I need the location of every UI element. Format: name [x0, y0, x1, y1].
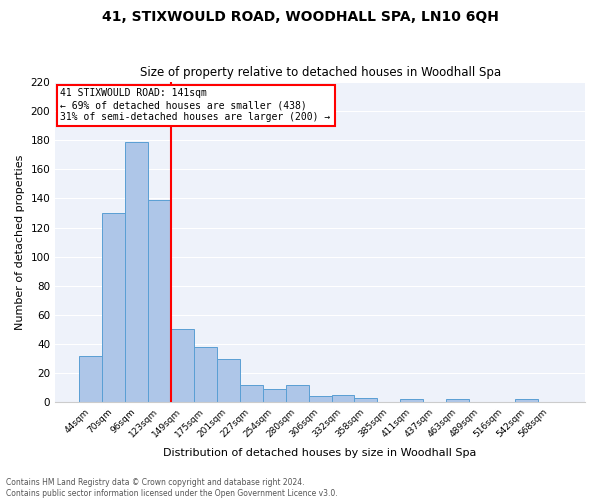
- Bar: [102, 213, 125, 402]
- Bar: [217, 358, 240, 402]
- X-axis label: Distribution of detached houses by size in Woodhall Spa: Distribution of detached houses by size …: [163, 448, 477, 458]
- Bar: [79, 356, 102, 402]
- Text: 41, STIXWOULD ROAD, WOODHALL SPA, LN10 6QH: 41, STIXWOULD ROAD, WOODHALL SPA, LN10 6…: [101, 10, 499, 24]
- Bar: [446, 400, 469, 402]
- Text: 41 STIXWOULD ROAD: 141sqm
← 69% of detached houses are smaller (438)
31% of semi: 41 STIXWOULD ROAD: 141sqm ← 69% of detac…: [61, 88, 331, 122]
- Bar: [240, 385, 263, 402]
- Bar: [515, 400, 538, 402]
- Text: Contains HM Land Registry data © Crown copyright and database right 2024.
Contai: Contains HM Land Registry data © Crown c…: [6, 478, 338, 498]
- Bar: [263, 389, 286, 402]
- Bar: [308, 396, 332, 402]
- Bar: [194, 347, 217, 402]
- Bar: [286, 385, 308, 402]
- Bar: [171, 330, 194, 402]
- Bar: [332, 395, 355, 402]
- Title: Size of property relative to detached houses in Woodhall Spa: Size of property relative to detached ho…: [140, 66, 500, 80]
- Bar: [125, 142, 148, 402]
- Bar: [148, 200, 171, 402]
- Bar: [355, 398, 377, 402]
- Y-axis label: Number of detached properties: Number of detached properties: [15, 154, 25, 330]
- Bar: [400, 400, 423, 402]
